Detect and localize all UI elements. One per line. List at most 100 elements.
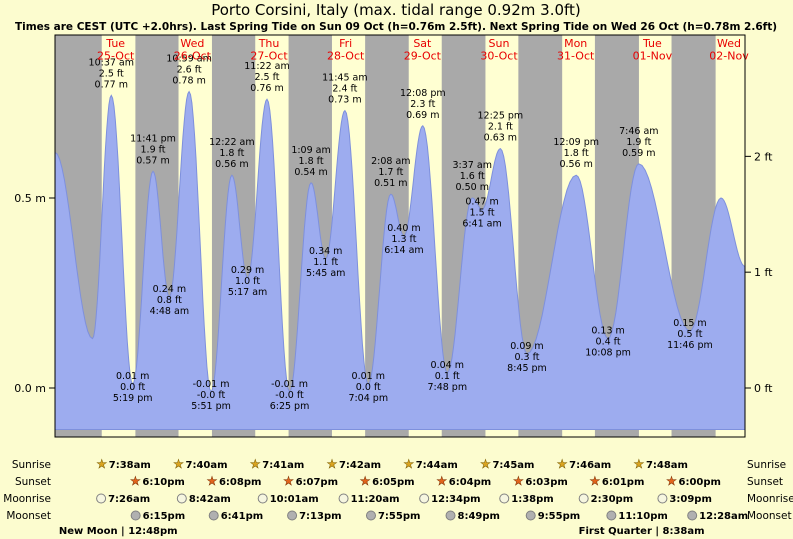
sunrise-time: 7:45am xyxy=(492,460,534,471)
moonrise-time: 3:09pm xyxy=(669,494,711,505)
low-tide-label: 0.34 m xyxy=(309,246,342,257)
day-name: Sat xyxy=(413,37,432,50)
moonset-time: 7:55pm xyxy=(378,511,420,522)
page-title: Porto Corsini, Italy (max. tidal range 0… xyxy=(211,1,581,19)
row-label-right-sunrise: Sunrise xyxy=(747,459,786,471)
day-date: 31-Oct xyxy=(557,50,595,63)
high-tide-label: 0.69 m xyxy=(406,110,439,121)
moonrise-icon xyxy=(419,493,430,504)
high-tide-label: 0.54 m xyxy=(294,167,327,178)
low-tide-label: 8:45 pm xyxy=(507,363,547,374)
low-tide-label: -0.01 m xyxy=(271,379,308,390)
moonset-icon xyxy=(365,510,376,521)
sunrise-time: 7:48am xyxy=(646,460,688,471)
axis-label-right: 2 ft xyxy=(754,150,773,163)
moonrise-time: 8:42am xyxy=(189,494,231,505)
low-tide-label: 5:19 pm xyxy=(113,393,153,404)
high-tide-label: 11:22 am xyxy=(244,61,289,72)
day-name: Thu xyxy=(258,37,280,50)
high-tide-label: 10:59 am xyxy=(166,54,211,65)
moonrise-time: 2:30pm xyxy=(591,494,633,505)
day-name: Sun xyxy=(489,37,510,50)
axis-label-left: 0.5 m xyxy=(14,192,46,205)
low-tide-label: -0.0 ft xyxy=(197,390,226,401)
moonrise-icon xyxy=(257,493,268,504)
low-tide-label: 11:46 pm xyxy=(667,340,713,351)
high-tide-label: 0.63 m xyxy=(484,133,517,144)
high-tide-label: 1.8 ft xyxy=(564,148,589,159)
high-tide-label: 1:09 am xyxy=(291,145,330,156)
day-name: Fri xyxy=(339,37,352,50)
day-name: Tue xyxy=(642,37,662,50)
low-tide-label: -0.01 m xyxy=(193,379,230,390)
low-tide-label: 0.3 ft xyxy=(514,352,539,363)
high-tide-label: 1.6 ft xyxy=(460,171,485,182)
row-label-right-moonset: Moonset xyxy=(747,510,792,522)
sunrise-star-icon: ★ xyxy=(327,457,338,471)
high-tide-label: 1.7 ft xyxy=(378,167,403,178)
row-label-left-moonrise: Moonrise xyxy=(3,493,51,505)
day-date: 02-Nov xyxy=(709,50,749,63)
day-date: 28-Oct xyxy=(327,50,365,63)
sunrise-time: 7:42am xyxy=(339,460,381,471)
low-tide-label: 5:51 pm xyxy=(191,401,231,412)
low-tide-label: 5:45 am xyxy=(306,268,345,279)
moonset-icon xyxy=(445,510,456,521)
moonrise-time: 1:38pm xyxy=(511,494,553,505)
high-tide-label: 12:22 am xyxy=(209,137,254,148)
moonrise-icon xyxy=(338,493,349,504)
sunset-star-icon: ★ xyxy=(283,474,294,488)
moonset-icon xyxy=(687,510,698,521)
moonrise-time: 7:26am xyxy=(108,494,150,505)
low-tide-label: 1.5 ft xyxy=(470,207,495,218)
low-tide-label: 10:08 pm xyxy=(585,348,631,359)
low-tide-label: 0.13 m xyxy=(591,326,624,337)
low-tide-label: 0.01 m xyxy=(352,371,385,382)
moonrise-time: 12:34pm xyxy=(431,494,480,505)
sunset-time: 6:07pm xyxy=(296,477,338,488)
day-name: Wed xyxy=(180,37,204,50)
sunset-time: 6:08pm xyxy=(219,477,261,488)
sunrise-time: 7:41am xyxy=(262,460,304,471)
low-tide-label: -0.0 ft xyxy=(275,390,304,401)
moonset-time: 11:10pm xyxy=(618,511,667,522)
sunset-star-icon: ★ xyxy=(666,474,677,488)
high-tide-label: 2.5 ft xyxy=(254,72,279,83)
sunset-time: 6:00pm xyxy=(679,477,721,488)
high-tide-label: 11:41 pm xyxy=(130,133,176,144)
plot-border xyxy=(54,34,746,438)
row-label-left-sunset: Sunset xyxy=(15,476,51,488)
high-tide-label: 2.1 ft xyxy=(488,122,513,133)
low-tide-label: 0.04 m xyxy=(431,360,464,371)
row-label-right-moonrise: Moonrise xyxy=(747,493,793,505)
moonset-time: 6:15pm xyxy=(143,511,185,522)
low-tide-label: 0.09 m xyxy=(510,341,543,352)
moon-phase-note: First Quarter | 8:38am xyxy=(579,526,705,537)
low-tide-label: 0.8 ft xyxy=(157,295,182,306)
moonset-time: 8:49pm xyxy=(458,511,500,522)
sunset-star-icon: ★ xyxy=(130,474,141,488)
low-tide-label: 0.1 ft xyxy=(435,371,460,382)
chart-subtitle: Times are CEST (UTC +2.0hrs). Last Sprin… xyxy=(15,21,777,33)
high-tide-label: 0.76 m xyxy=(250,83,283,94)
low-tide-label: 6:14 am xyxy=(384,245,423,256)
sunrise-star-icon: ★ xyxy=(480,457,491,471)
high-tide-label: 1.9 ft xyxy=(626,137,651,148)
axis-label-left: 0.0 m xyxy=(14,382,46,395)
low-tide-label: 0.4 ft xyxy=(596,337,621,348)
row-label-right-sunset: Sunset xyxy=(747,476,783,488)
low-tide-label: 4:48 am xyxy=(150,306,189,317)
high-tide-label: 0.59 m xyxy=(622,148,655,159)
moonrise-time: 11:20am xyxy=(351,494,400,505)
low-tide-label: 5:17 am xyxy=(228,287,267,298)
sunset-star-icon: ★ xyxy=(513,474,524,488)
moonset-icon xyxy=(130,510,141,521)
sunrise-star-icon: ★ xyxy=(250,457,261,471)
low-tide-label: 1.1 ft xyxy=(313,257,338,268)
sunrise-star-icon: ★ xyxy=(96,457,107,471)
day-name: Wed xyxy=(717,37,741,50)
sunset-time: 6:04pm xyxy=(449,477,491,488)
high-tide-label: 3:37 am xyxy=(453,160,492,171)
moonset-time: 7:13pm xyxy=(299,511,341,522)
